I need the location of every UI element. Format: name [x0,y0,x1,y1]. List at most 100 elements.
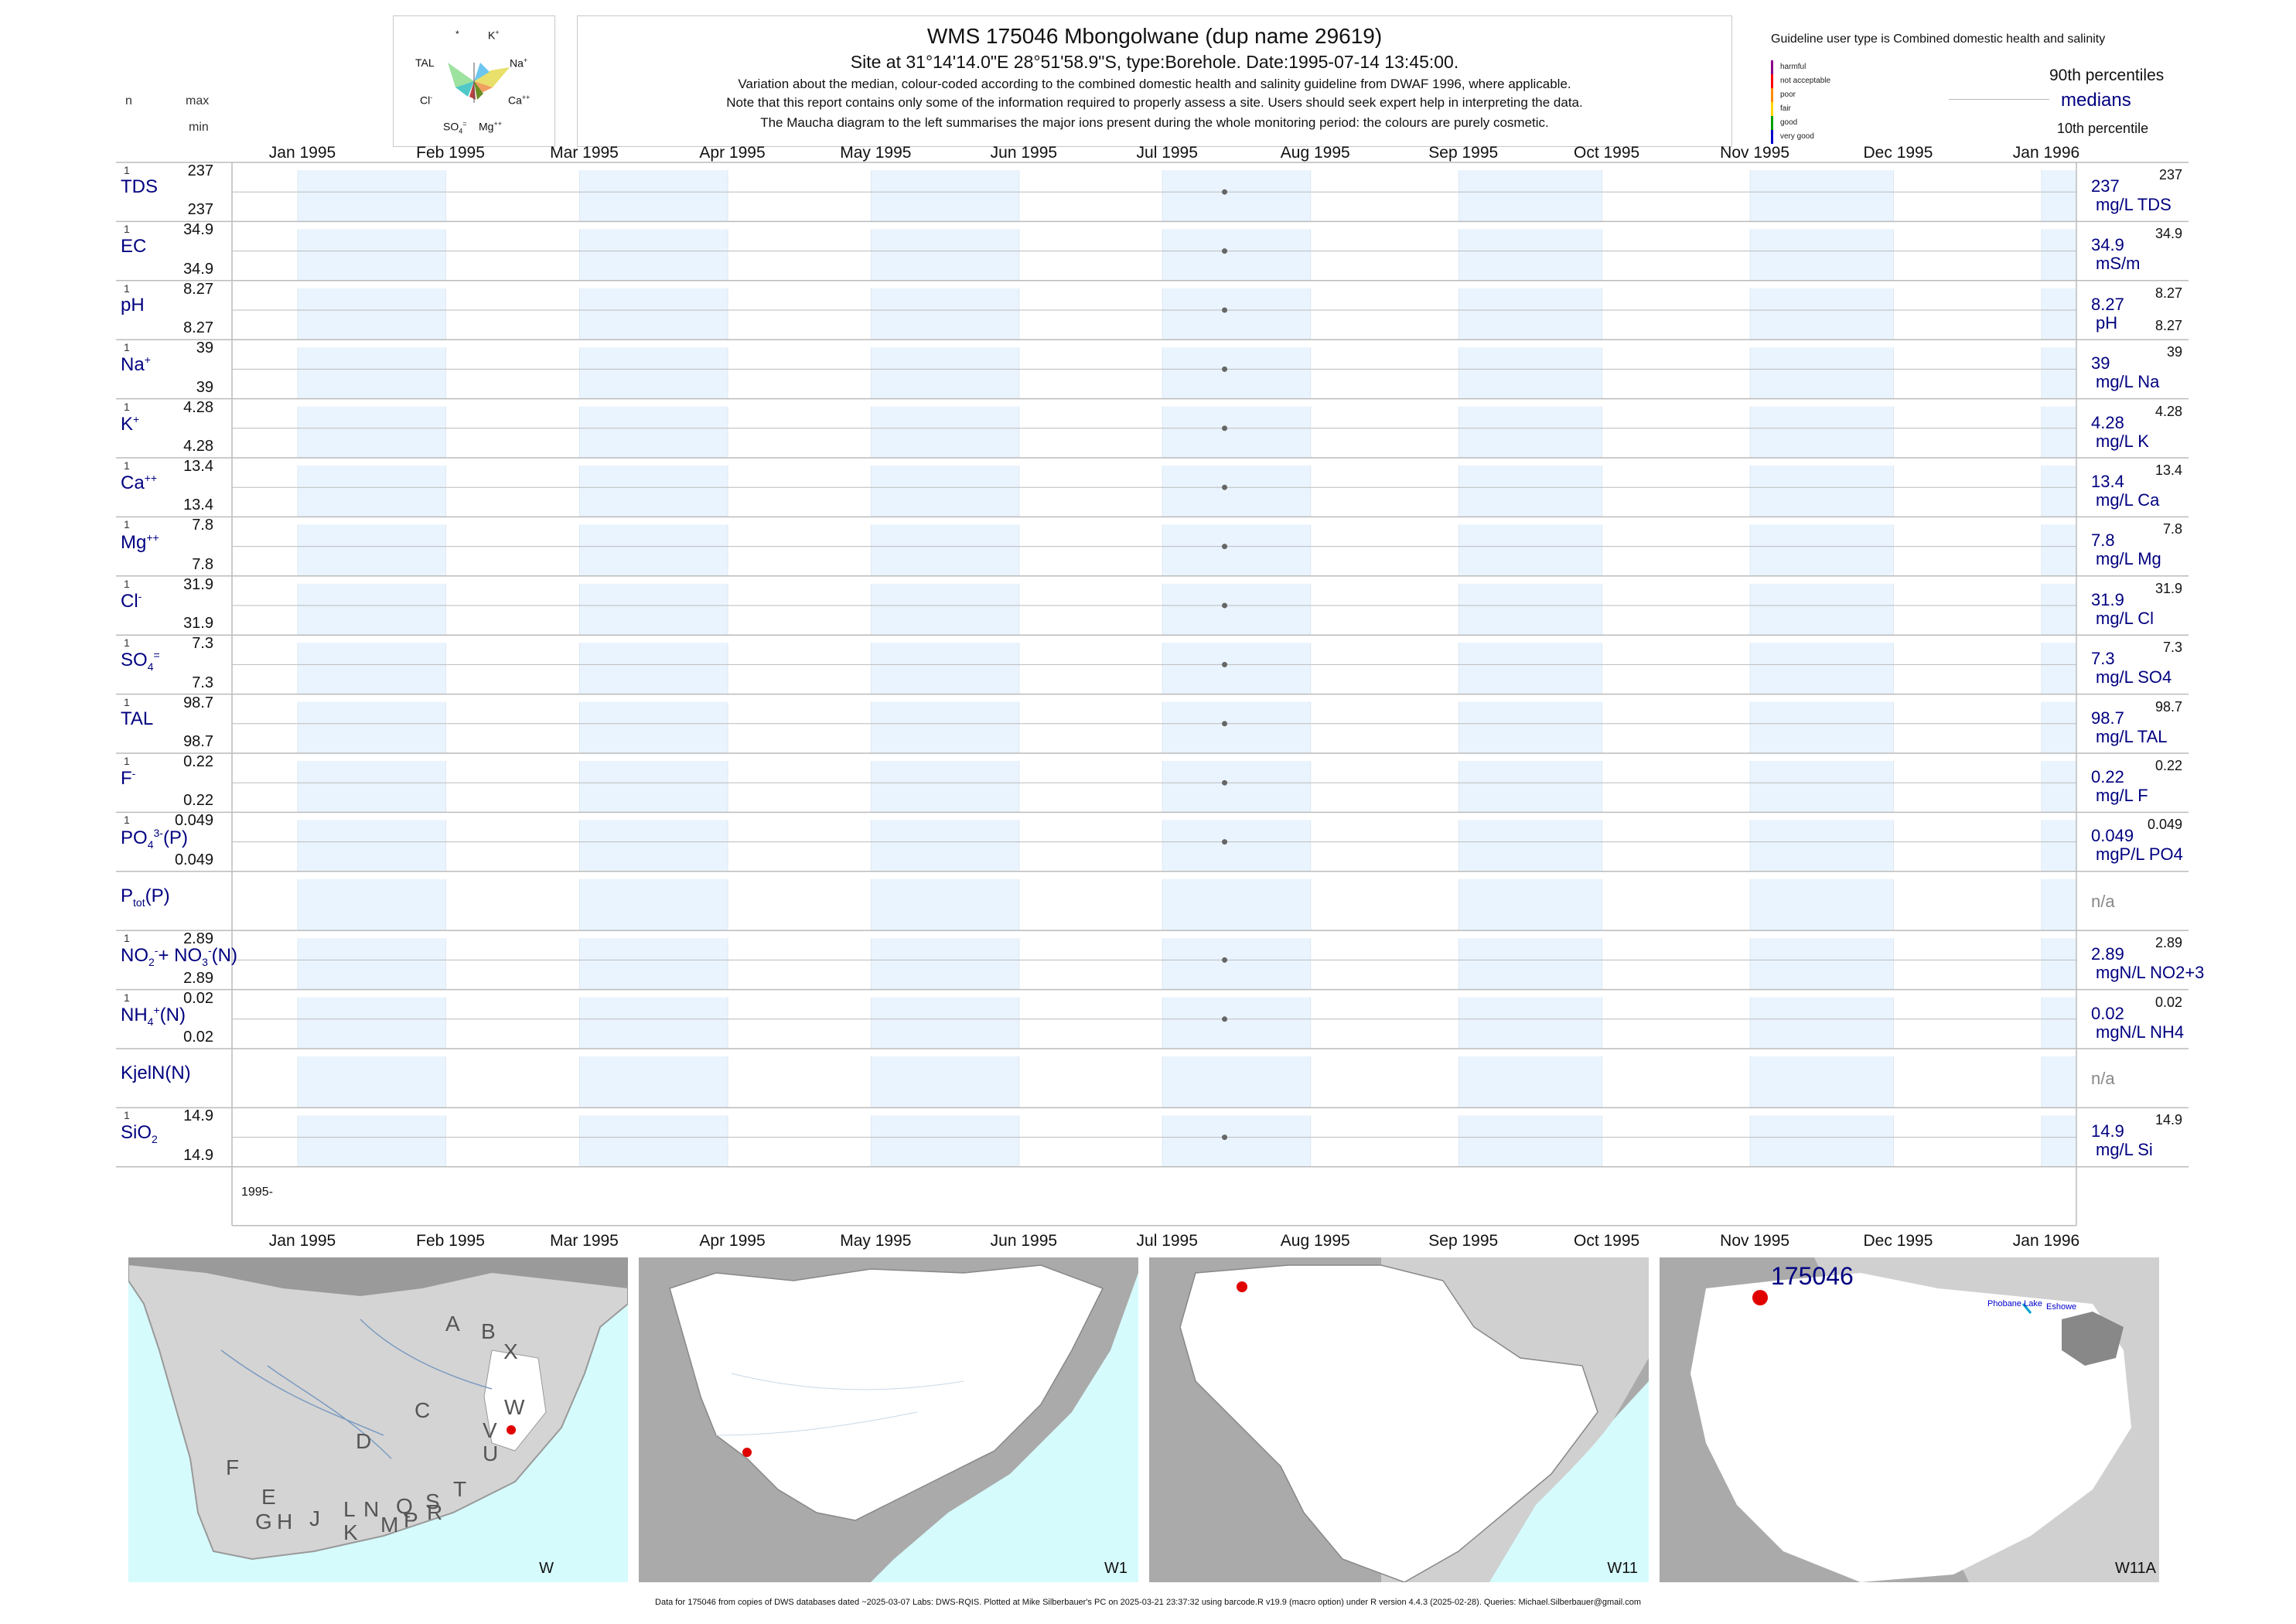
x-tick-label-bottom: Nov 1995 [1720,1231,1790,1250]
medians-label: medians [2061,90,2131,111]
note-2: Note that this report contains only some… [726,95,1583,110]
sample-point [1222,366,1228,372]
min-value: 0.049 [174,851,213,868]
drainage-region-k: K [343,1520,358,1544]
min-value: 0.22 [183,792,213,810]
row-gap [232,812,2076,821]
sample-count: 1 [124,577,130,590]
guideline-swatch [1771,60,1773,74]
place-label-2: Eshowe [2046,1302,2077,1312]
row-gap [232,280,2076,288]
sample-point [1222,1016,1228,1022]
median-line-sample [1949,99,2049,100]
x-tick-label-top: Nov 1995 [1720,144,1790,162]
x-tick-label-bottom: Apr 1995 [699,1231,766,1250]
min-value: 34.9 [183,260,213,278]
maucha-k-label: K+ [488,29,500,42]
p90-value: 7.8 [2162,521,2182,537]
maucha-k-sector [474,63,490,81]
max-value: 39 [196,339,213,357]
unit-label: mg/L TAL [2096,726,2168,746]
p90-value: 0.049 [2147,817,2182,833]
sample-point [1222,839,1228,845]
drainage-region-a: A [445,1312,460,1336]
row-gap [232,221,2076,230]
row-gap [232,871,2076,879]
x-tick-label-top: Jan 1995 [268,144,336,162]
min-value: 0.02 [183,1029,213,1046]
max-value: 8.27 [183,280,213,298]
x-tick-label-top: Feb 1995 [416,144,485,162]
min-value: 4.28 [183,438,213,455]
row-gap [232,694,2076,702]
median-value: 0.22 [2091,767,2124,786]
guideline-swatch [1771,102,1773,116]
p90-value: 13.4 [2154,462,2182,478]
page-title: WMS 175046 Mbongolwane (dup name 29619) [926,24,1383,48]
row-gap [232,162,2076,170]
guideline-swatch [1771,74,1773,88]
title-box: WMS 175046 Mbongolwane (dup name 29619) … [577,15,1732,147]
guideline-category-label: fair [1780,104,1791,113]
guideline-category-label: harmful [1780,63,1806,71]
sample-count: 1 [124,636,130,650]
drainage-region-x: X [503,1339,518,1363]
drainage-region-d: D [356,1429,372,1453]
p90-value: 14.9 [2154,1112,2182,1128]
sample-point [1222,484,1228,490]
max-header: max [186,94,210,107]
parameter-label: Cl- [121,590,142,612]
x-tick-label-bottom: Jan 1996 [2012,1231,2080,1250]
sample-count: 1 [124,695,130,708]
sample-point [1222,544,1228,550]
map-w-label: W [539,1560,554,1577]
map-w11a-svg [1660,1257,2159,1582]
sample-count: 1 [124,932,130,945]
parameter-label: NH4+(N) [121,1003,186,1028]
maucha-tal-sector [448,63,474,87]
parameter-label: TAL [121,708,154,729]
guideline-swatch [1771,130,1773,144]
x-tick-label-bottom: Feb 1995 [416,1231,485,1250]
max-value: 7.3 [192,635,213,653]
unit-label: mg/L TDS [2096,195,2171,214]
drainage-region-s: S [425,1489,440,1513]
drainage-region-v: V [483,1418,497,1442]
min-value: 7.3 [192,674,213,691]
year-label: 1995- [241,1185,273,1199]
unit-label: pH [2096,312,2118,333]
unit-label: mg/L Na [2096,372,2160,392]
x-tick-label-bottom: Sep 1995 [1428,1231,1499,1250]
map-w1-svg [639,1257,1138,1582]
min-value: 39 [196,378,213,396]
unit-label: mg/L SO4 [2096,667,2172,687]
max-value: 0.22 [183,753,213,770]
min-value: 13.4 [183,496,213,514]
p90-value: 7.3 [2162,640,2182,656]
median-value: n/a [2091,892,2115,911]
map-w11a: 175046 Phobane Lake Eshowe W11A [1660,1257,2159,1582]
site-subtitle: Site at 31°14'14.0"E 28°51'58.9"S, type:… [850,52,1459,72]
guideline-category-label: very good [1780,132,1814,141]
unit-label: mg/L K [2096,431,2149,451]
parameter-label: PO43-(P) [121,826,188,851]
maucha-na-label: Na+ [510,56,528,70]
x-tick-label-top: Oct 1995 [1573,144,1640,162]
x-tick-label-bottom: Aug 1995 [1280,1231,1350,1250]
min-header: min [189,121,209,134]
sample-point [1222,425,1228,432]
max-value: 7.8 [192,517,213,534]
sample-count: 1 [124,1109,130,1122]
parameter-label: Na+ [121,353,151,376]
sample-count: 1 [124,281,130,295]
parameter-label: pH [121,295,145,316]
max-value: 31.9 [183,575,213,593]
row-gap [232,753,2076,761]
drainage-region-b: B [481,1319,496,1343]
x-tick-label-top: May 1995 [840,144,912,162]
maucha-cl-label: Cl- [420,94,433,107]
median-value: 237 [2091,176,2120,196]
median-value: 14.9 [2091,1121,2124,1141]
max-value: 4.28 [183,398,213,416]
maucha-ca-label: Ca++ [508,94,531,107]
